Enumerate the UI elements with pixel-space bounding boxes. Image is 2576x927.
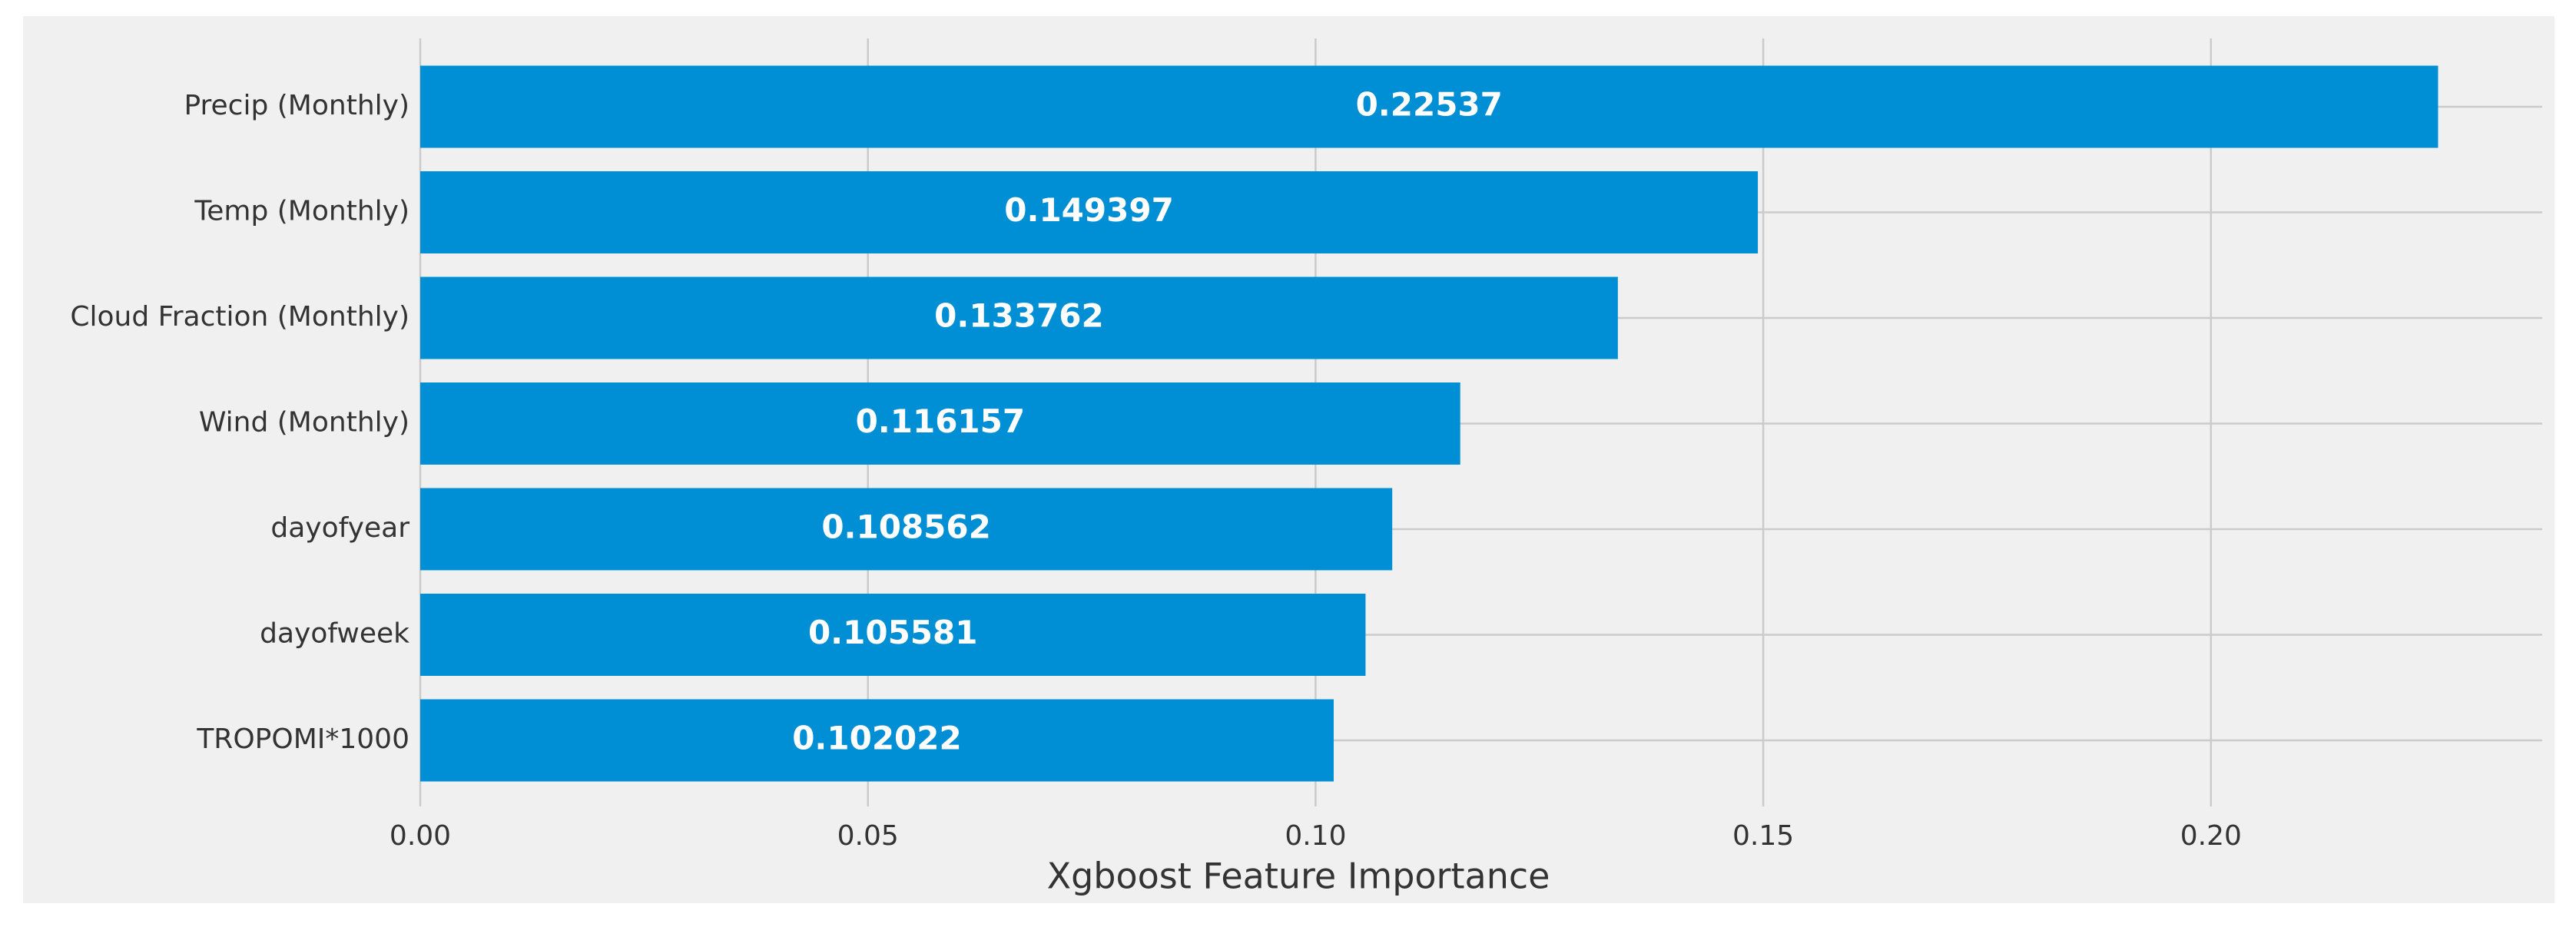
data-label: 0.22537 (1356, 86, 1503, 124)
y-tick-label: Cloud Fraction (Monthly) (70, 301, 409, 333)
bar (420, 382, 1460, 465)
data-label: 0.116157 (856, 402, 1026, 440)
data-label: 0.133762 (934, 297, 1104, 335)
x-tick-label: 0.10 (1285, 820, 1346, 852)
x-tick-label: 0.20 (2180, 820, 2242, 852)
bar (420, 699, 1334, 782)
x-tick-label: 0.15 (1732, 820, 1794, 852)
data-label: 0.108562 (821, 508, 991, 546)
x-tick-label: 0.05 (837, 820, 899, 852)
x-axis-label: Xgboost Feature Importance (1047, 856, 1550, 897)
data-label: 0.149397 (1004, 191, 1174, 229)
x-tick-label: 0.00 (390, 820, 451, 852)
bar (420, 488, 1393, 571)
y-tick-label: Temp (Monthly) (194, 196, 409, 227)
data-label: 0.105581 (808, 614, 978, 651)
y-tick-label: Wind (Monthly) (199, 407, 409, 439)
y-tick-label: Precip (Monthly) (184, 90, 409, 121)
data-label: 0.102022 (792, 720, 962, 757)
y-tick-label: dayofweek (260, 618, 409, 650)
y-tick-label: TROPOMI*1000 (196, 723, 409, 755)
y-tick-label: dayofyear (270, 512, 409, 544)
bar (420, 594, 1366, 676)
bar (420, 276, 1618, 359)
bar (420, 65, 2438, 148)
bar (420, 171, 1759, 253)
